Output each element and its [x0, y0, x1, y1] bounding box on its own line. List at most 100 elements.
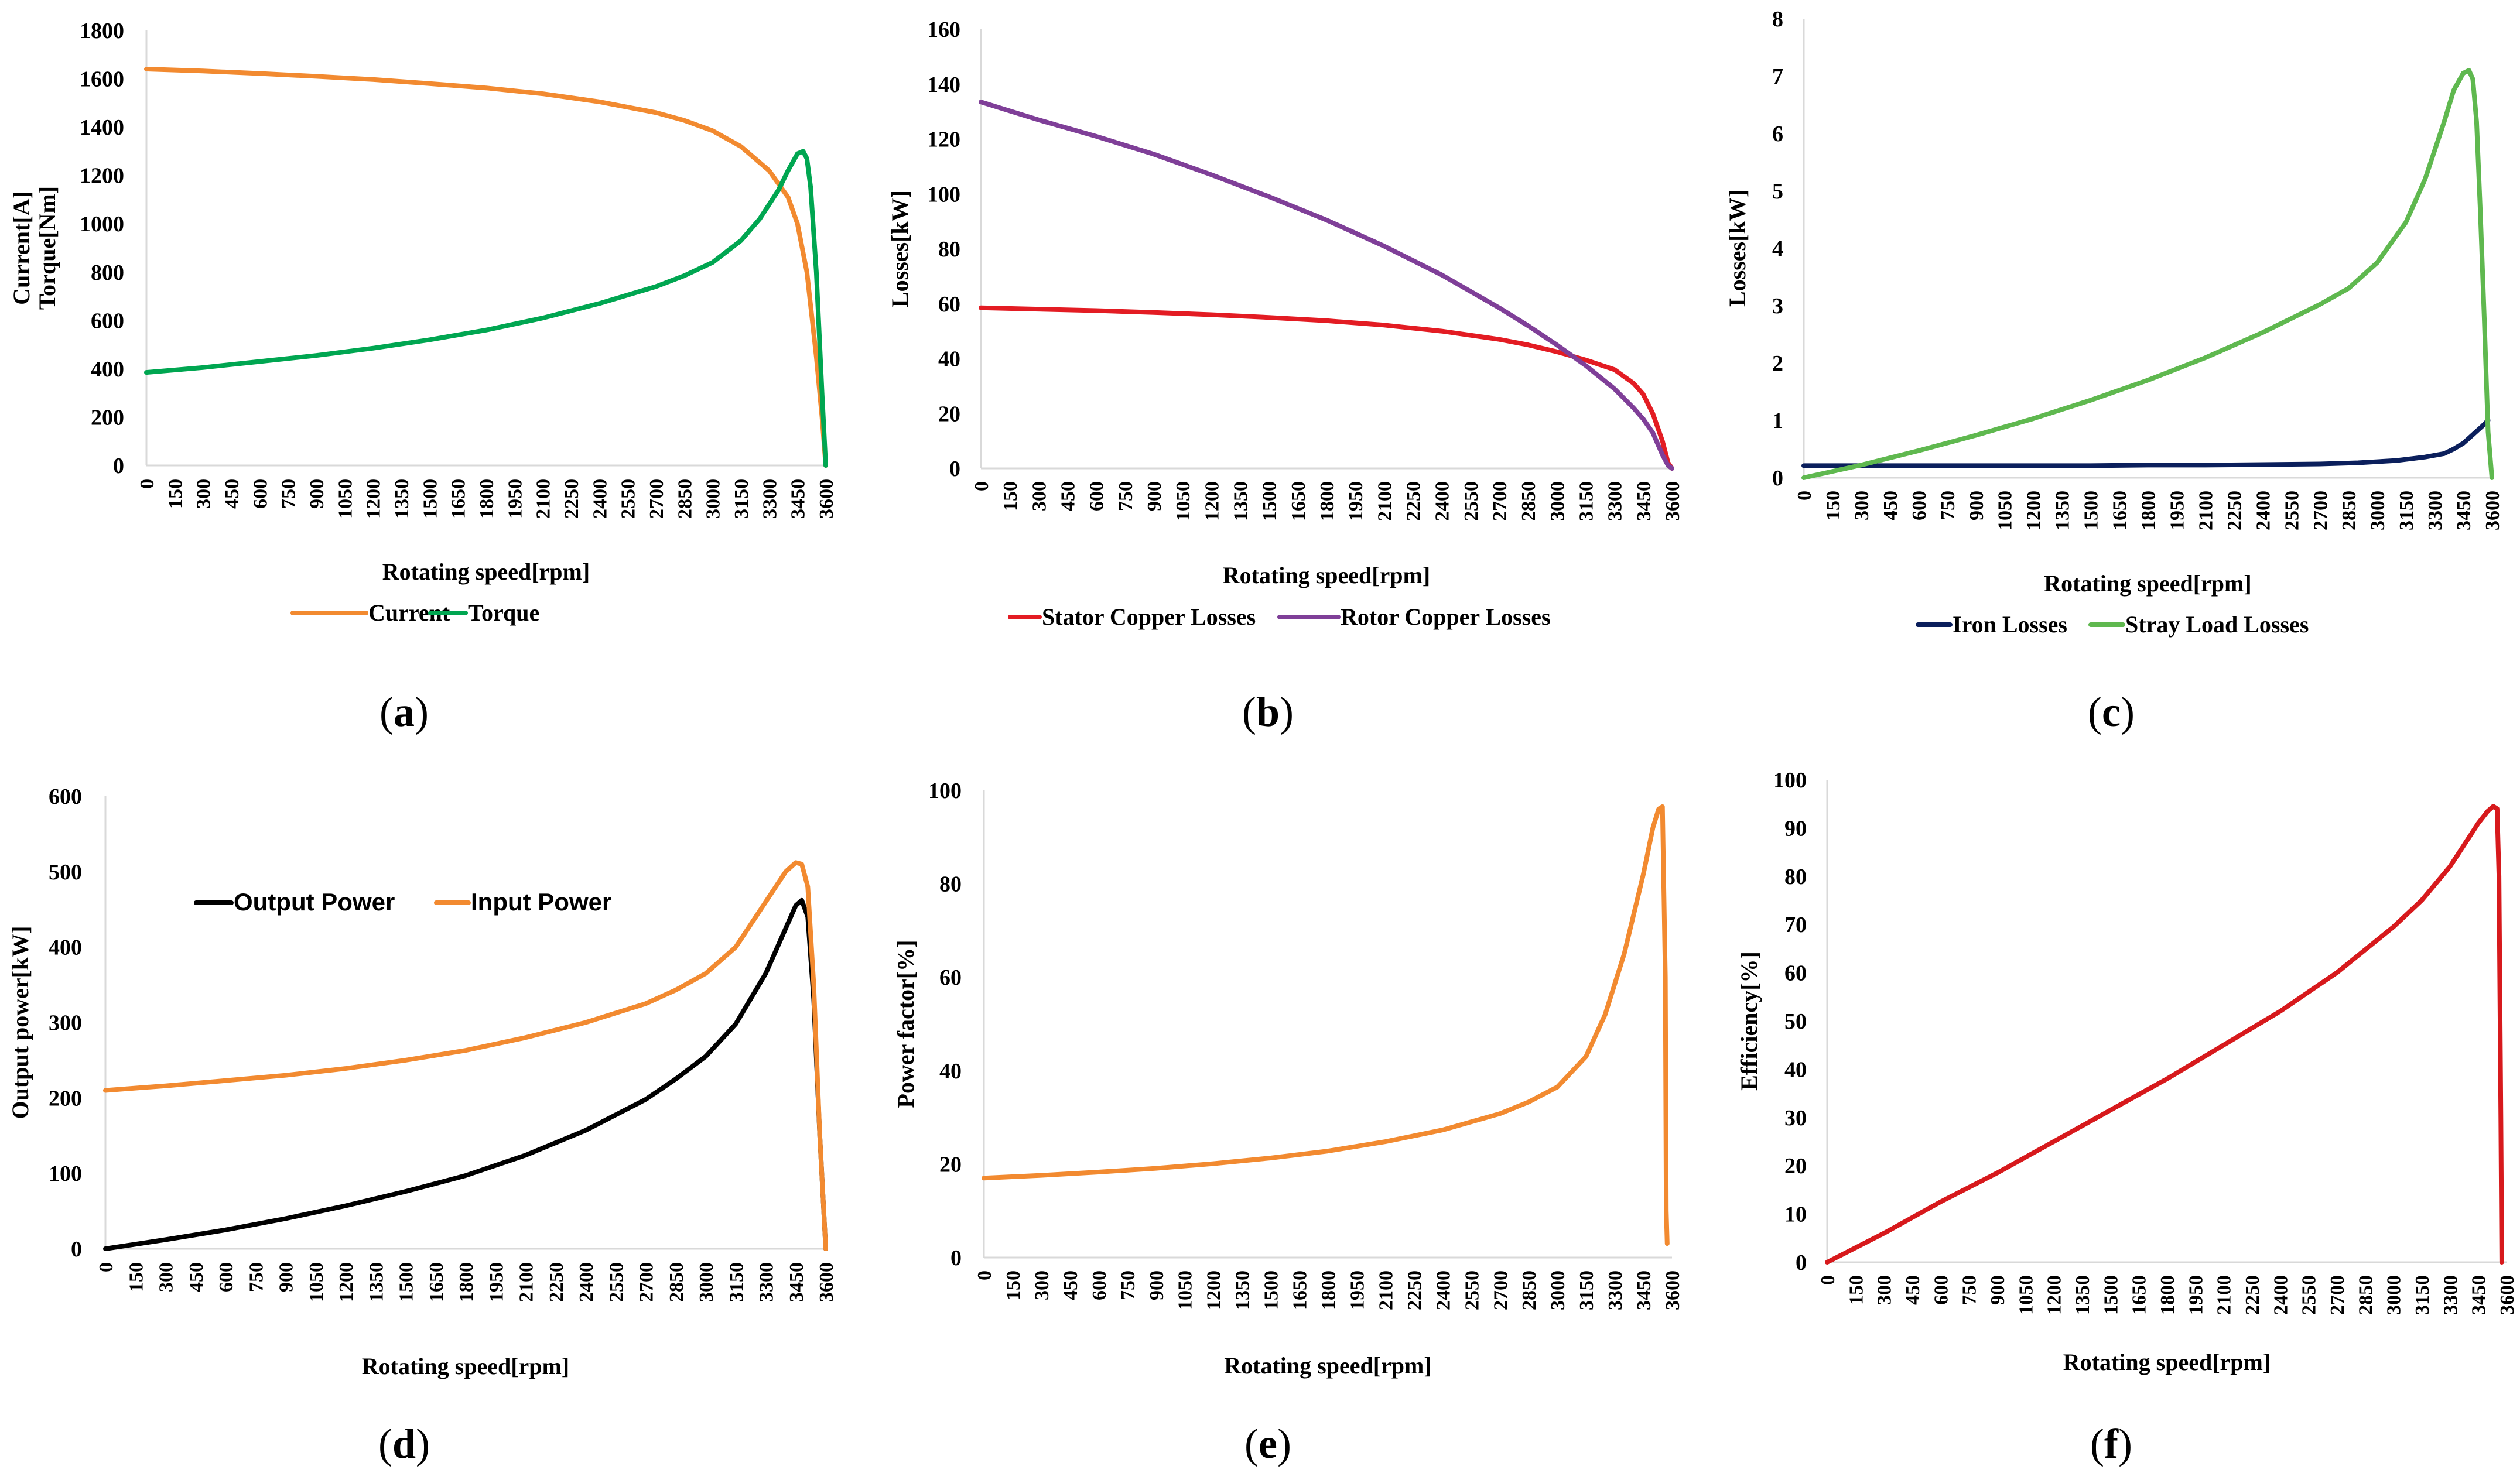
x-tick-label: 3600	[2482, 491, 2504, 530]
x-tick-label: 3300	[2425, 491, 2446, 530]
y-tick-label: 400	[49, 936, 82, 960]
x-tick-label: 1650	[2129, 1275, 2150, 1315]
x-tick-label: 2100	[533, 479, 555, 519]
series-line-stray-load-losses	[1801, 68, 2494, 480]
y-tick-label: 800	[91, 261, 124, 285]
x-tick-label: 900	[1146, 1270, 1168, 1300]
x-tick-label: 1050	[1172, 481, 1194, 521]
x-tick-label: 2250	[1404, 1270, 1425, 1310]
x-tick-label: 1500	[1261, 1270, 1283, 1310]
y-tick-label: 140	[927, 73, 960, 97]
x-tick-label: 2850	[674, 479, 696, 519]
x-tick-label: 1950	[1345, 481, 1367, 521]
y-tick-label: 60	[1784, 961, 1807, 986]
x-tick-label: 600	[1909, 491, 1930, 520]
x-tick-label: 450	[186, 1262, 207, 1292]
y-axis-title: Losses[kW]	[1724, 190, 1750, 307]
y-tick-label: 0	[949, 457, 960, 481]
x-tick-label: 1800	[1318, 1270, 1340, 1310]
x-axis-title: Rotating speed[rpm]	[362, 1353, 569, 1379]
chart-b: 0 20 40 60 80 100 120 140 160 0 150 300 450 600 750 900…	[887, 18, 1684, 735]
x-tick-label: 1200	[363, 479, 385, 519]
x-tick-label: 3450	[786, 1262, 808, 1302]
y-tick-label: 100	[49, 1162, 82, 1186]
x-tick-label: 900	[1987, 1275, 2009, 1305]
y-tick-label: 120	[927, 128, 960, 152]
x-tick-label: 300	[1874, 1275, 1896, 1305]
x-axis-title: Rotating speed[rpm]	[1224, 1352, 1431, 1379]
x-tick-label: 2550	[2299, 1275, 2320, 1315]
x-tick-label: 3000	[703, 479, 724, 519]
x-tick-label: 1800	[456, 1262, 477, 1302]
x-tick-label: 450	[1058, 481, 1079, 511]
x-tick-label: 1950	[2166, 491, 2188, 530]
y-tick-label: 1200	[80, 164, 124, 189]
chart-a: 0 200 400 600 800 1000 1200 1400 1600 1800 0 150 300…	[8, 19, 837, 735]
x-tick-label: 3300	[1605, 481, 1626, 521]
y-tick-label: 4	[1772, 237, 1783, 261]
x-tick-label: 2100	[1375, 1270, 1397, 1310]
x-axis-title: Rotating speed[rpm]	[2044, 570, 2251, 597]
x-tick-label: 1350	[1232, 1270, 1254, 1310]
panel-label: (f)	[2090, 1420, 2132, 1467]
x-tick-label: 2100	[1374, 481, 1396, 521]
x-tick-label: 150	[1845, 1275, 1867, 1305]
x-tick-label: 1650	[2109, 491, 2131, 530]
y-tick-label: 600	[91, 309, 124, 333]
x-tick-label: 2850	[2338, 491, 2360, 530]
series-line-stator-copper-losses	[979, 305, 1674, 471]
x-tick-label: 1950	[485, 1262, 507, 1302]
x-tick-label: 1800	[476, 479, 498, 519]
x-tick-label: 600	[249, 479, 271, 509]
series-line-torque	[144, 149, 828, 468]
y-tick-label: 200	[49, 1086, 82, 1111]
x-tick-label: 600	[1086, 481, 1108, 511]
x-tick-label: 3600	[2497, 1275, 2518, 1315]
x-tick-label: 450	[221, 479, 243, 509]
x-tick-label: 3450	[2453, 491, 2475, 530]
x-tick-label: 1500	[2100, 1275, 2122, 1315]
x-tick-label: 450	[1880, 491, 1902, 520]
x-tick-label: 2850	[1518, 481, 1540, 521]
y-tick-label: 20	[938, 402, 960, 426]
x-tick-label: 1650	[448, 479, 470, 519]
x-tick-label: 2400	[576, 1262, 597, 1302]
x-tick-label: 1350	[365, 1262, 387, 1302]
legend-entry: Input Power	[434, 888, 611, 916]
legend-entry: Current	[290, 600, 450, 626]
x-tick-label: 300	[156, 1262, 177, 1292]
x-tick-label: 3000	[2367, 491, 2389, 530]
x-tick-label: 900	[1966, 491, 1988, 520]
x-tick-label: 150	[165, 479, 186, 509]
x-tick-label: 0	[974, 1270, 996, 1280]
x-tick-label: 2250	[1403, 481, 1425, 521]
x-tick-label: 1650	[426, 1262, 447, 1302]
x-tick-label: 2850	[666, 1262, 688, 1302]
y-axis-title: Current[A]	[8, 191, 35, 305]
legend-label: Stray Load Losses	[2125, 611, 2309, 638]
x-tick-label: 2550	[1461, 1270, 1483, 1310]
x-tick-label: 3600	[816, 1262, 837, 1302]
x-tick-label: 1050	[306, 1262, 327, 1302]
y-tick-label: 0	[950, 1246, 962, 1270]
legend-label: Stator Copper Losses	[1042, 604, 1256, 630]
legend-entry: Stray Load Losses	[2088, 611, 2309, 638]
x-tick-label: 2700	[1490, 1270, 1512, 1310]
x-tick-label: 3450	[1633, 1270, 1655, 1310]
x-tick-label: 900	[306, 479, 328, 509]
x-tick-label: 1200	[336, 1262, 357, 1302]
x-tick-label: 2400	[1432, 1270, 1454, 1310]
x-tick-label: 3600	[816, 479, 837, 519]
x-tick-label: 2100	[2214, 1275, 2235, 1315]
y-tick-label: 1400	[80, 115, 124, 140]
y-tick-label: 40	[938, 347, 960, 372]
x-tick-label: 1650	[1288, 481, 1309, 521]
x-axis-title: Rotating speed[rpm]	[382, 559, 590, 585]
y-tick-label: 50	[1784, 1009, 1807, 1034]
x-tick-label: 1500	[1259, 481, 1281, 521]
x-tick-label: 1050	[1995, 491, 2016, 530]
x-tick-label: 750	[245, 1262, 267, 1292]
x-tick-label: 150	[125, 1262, 147, 1292]
x-tick-label: 2100	[516, 1262, 538, 1302]
